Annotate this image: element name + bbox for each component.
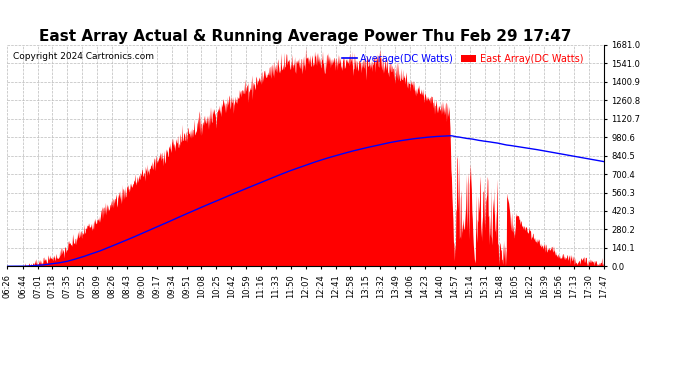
Text: Copyright 2024 Cartronics.com: Copyright 2024 Cartronics.com (13, 52, 154, 61)
Title: East Array Actual & Running Average Power Thu Feb 29 17:47: East Array Actual & Running Average Powe… (39, 29, 571, 44)
Legend: Average(DC Watts), East Array(DC Watts): Average(DC Watts), East Array(DC Watts) (338, 50, 587, 68)
